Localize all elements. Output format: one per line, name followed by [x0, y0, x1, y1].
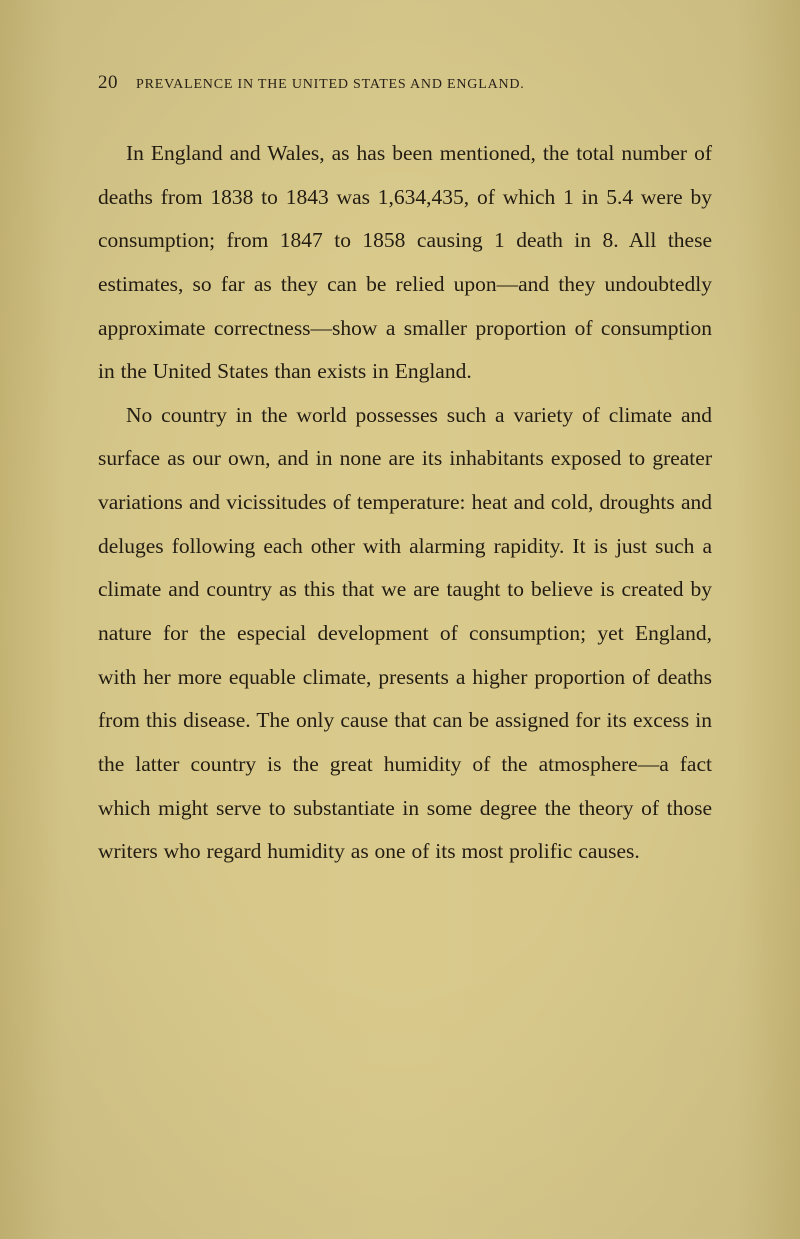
page-header: 20 PREVALENCE IN THE UNITED STATES AND E… [98, 72, 712, 94]
running-title: PREVALENCE IN THE UNITED STATES AND ENGL… [136, 77, 525, 93]
page-number: 20 [98, 72, 118, 94]
paragraph-2: No country in the world possesses such a… [98, 394, 712, 874]
book-page: 20 PREVALENCE IN THE UNITED STATES AND E… [0, 0, 800, 1239]
paragraph-1: In England and Wales, as has been mentio… [98, 132, 712, 394]
body-text: In England and Wales, as has been mentio… [98, 132, 712, 874]
